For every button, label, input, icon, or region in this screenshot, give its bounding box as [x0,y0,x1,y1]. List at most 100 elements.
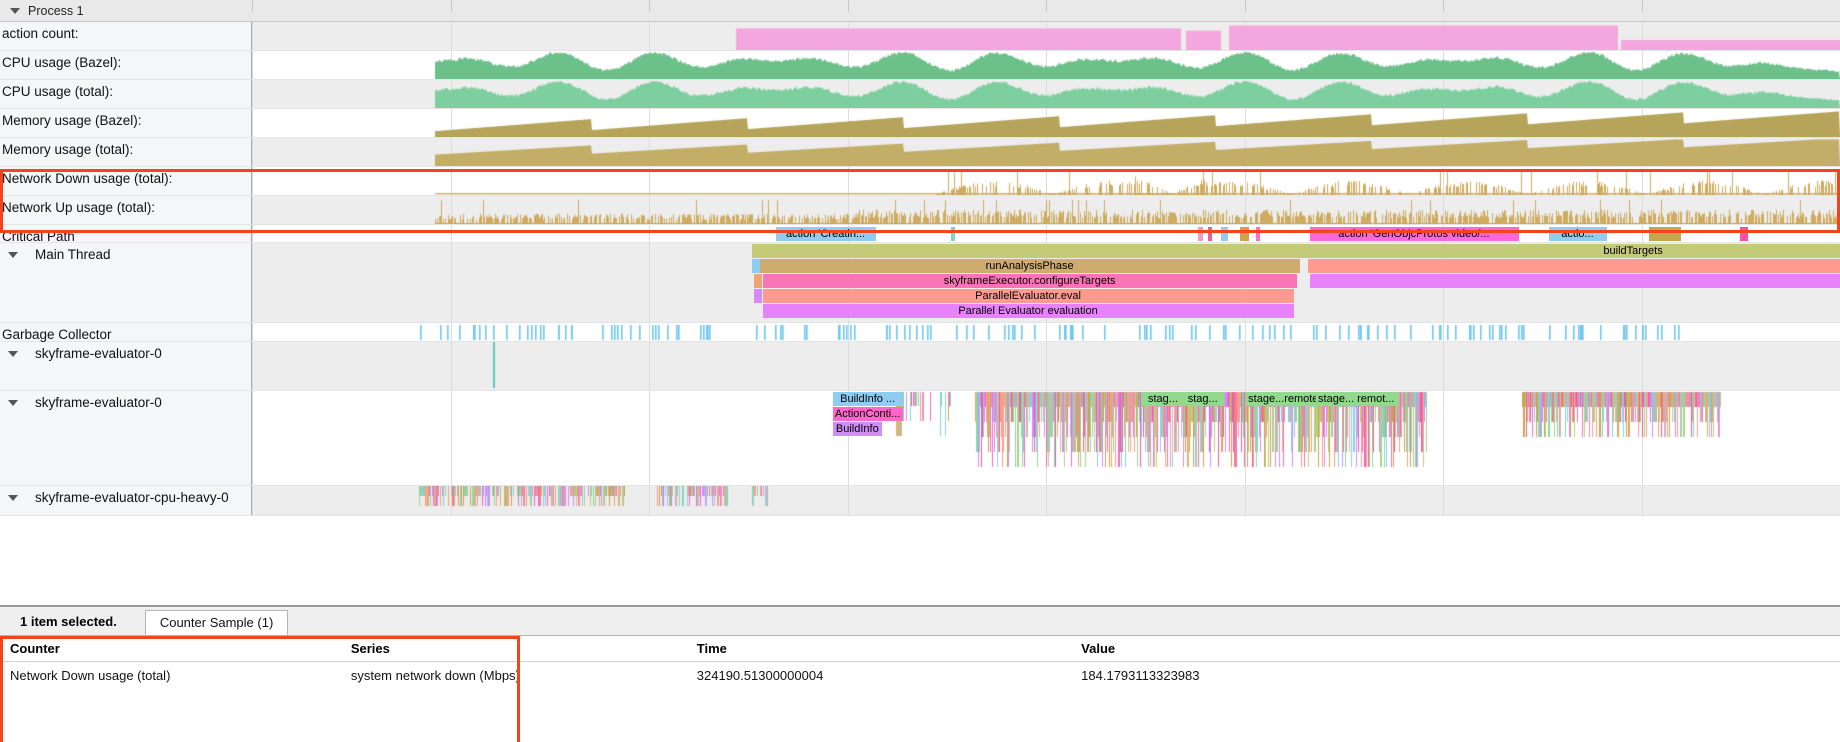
critical-path-slice[interactable] [1739,227,1748,241]
track-content-skyframe-evaluator-cpu-heavy-0[interactable] [252,486,1840,515]
flame-block[interactable]: ActionConti... [833,407,904,421]
selection-status: 1 item selected. [20,614,117,629]
track-label-critical-path[interactable]: Critical Path [0,225,252,244]
flame-block[interactable]: ParallelEvaluator.eval [1308,259,1840,273]
track-label-action-count[interactable]: action count: [0,22,252,50]
flame-block[interactable]: stag... [1141,392,1186,406]
track-label-skyframe-evaluator-0-b[interactable]: skyframe-evaluator-0 [0,391,252,485]
flame-block[interactable]: Parallel Evaluator evaluation [763,304,1294,318]
process-header[interactable]: Process 1 [0,0,1840,22]
sparse-marks[interactable] [252,342,1840,390]
chevron-down-icon[interactable] [10,7,20,14]
flame-block[interactable]: BuildInfo [833,422,883,436]
track-row-cpu-usage-total[interactable]: CPU usage (total): [0,80,1840,109]
track-label-cpu-usage-bazel[interactable]: CPU usage (Bazel): [0,51,252,79]
header-tick-marks [252,0,1840,22]
critical-path-slice[interactable] [1239,227,1250,241]
critical-path-slice[interactable]: actio... [1549,227,1607,241]
column-header-counter[interactable]: Counter [0,636,341,662]
flame-block[interactable] [753,274,762,288]
track-row-cpu-usage-bazel[interactable]: CPU usage (Bazel): [0,51,1840,80]
gc-tick-marks[interactable] [252,323,1840,341]
track-row-action-count[interactable]: action count: [0,22,1840,51]
critical-path-slice[interactable] [1255,227,1261,241]
track-content-network-down-total[interactable] [252,167,1840,195]
track-content-cpu-usage-total[interactable] [252,80,1840,108]
track-label-text: skyframe-evaluator-0 [35,395,162,410]
counter-sample-table: Counter Series Time Value Network Down u… [0,636,1840,689]
counter-graph[interactable] [252,80,1840,108]
flame-block[interactable]: stage... [1315,392,1358,406]
track-row-network-down-total[interactable]: Network Down usage (total): [0,167,1840,196]
track-label-memory-usage-total[interactable]: Memory usage (total): [0,138,252,166]
track-row-memory-usage-total[interactable]: Memory usage (total): [0,138,1840,167]
track-label-network-up-total[interactable]: Network Up usage (total): [0,196,252,224]
critical-path-slice[interactable] [950,227,955,241]
flame-block[interactable]: BuildInfo ... [833,392,904,406]
flame-block[interactable]: stag... [1182,392,1224,406]
track-label-text: Garbage Collector [2,327,112,342]
track-content-garbage-collector[interactable] [252,323,1840,341]
track-row-skyframe-evaluator-0-b[interactable]: skyframe-evaluator-0 BuildInfo ... ActionC… [0,391,1840,486]
tab-counter-sample[interactable]: Counter Sample (1) [144,610,289,635]
critical-path-slice[interactable] [1198,227,1204,241]
critical-path-slice[interactable] [1220,227,1228,241]
critical-path-slice[interactable] [1207,227,1212,241]
flame-block[interactable]: Parallel Evaluator evaluation [1309,274,1840,288]
dense-flame-strips[interactable] [252,391,1840,485]
track-label-network-down-total[interactable]: Network Down usage (total): [0,167,252,195]
counter-graph[interactable] [252,167,1840,195]
flame-block[interactable]: buildTargets [752,244,1840,258]
chevron-down-icon[interactable] [8,252,18,258]
flame-block[interactable]: remot... [1354,392,1399,406]
column-header-value[interactable]: Value [1071,636,1840,662]
chevron-down-icon[interactable] [8,351,18,357]
critical-path-slice[interactable]: action 'GenObjcProtos video/... [1309,227,1520,241]
chevron-down-icon[interactable] [8,400,18,406]
counter-graph[interactable] [252,196,1840,224]
track-label-skyframe-evaluator-cpu-heavy-0[interactable]: skyframe-evaluator-cpu-heavy-0 [0,486,252,515]
track-row-skyframe-evaluator-cpu-heavy-0[interactable]: skyframe-evaluator-cpu-heavy-0 [0,486,1840,516]
column-header-series[interactable]: Series [340,636,687,662]
track-label-skyframe-evaluator-0-a[interactable]: skyframe-evaluator-0 [0,342,252,390]
table-row[interactable]: Network Down usage (total) system network… [0,662,1840,690]
flame-block[interactable]: ParallelEvaluator.eval [763,289,1294,303]
flame-block[interactable] [752,259,761,273]
timeline-tracks[interactable]: action count: CPU usage (Bazel): CPU usage… [0,22,1840,605]
track-row-garbage-collector[interactable]: Garbage Collector [0,323,1840,342]
track-content-memory-usage-total[interactable] [252,138,1840,166]
track-content-skyframe-evaluator-0-a[interactable] [252,342,1840,390]
track-content-memory-usage-bazel[interactable] [252,109,1840,137]
flame-block[interactable]: stage... [1246,392,1288,406]
burst-flame-strips[interactable] [252,486,1840,515]
track-row-skyframe-evaluator-0-a[interactable]: skyframe-evaluator-0 [0,342,1840,391]
track-row-network-up-total[interactable]: Network Up usage (total): [0,196,1840,225]
track-label-memory-usage-bazel[interactable]: Memory usage (Bazel): [0,109,252,137]
flame-block[interactable]: skyframeExecutor.configureTargets [763,274,1297,288]
track-label-text: action count: [2,26,79,41]
track-label-garbage-collector[interactable]: Garbage Collector [0,323,252,342]
track-label-cpu-usage-total[interactable]: CPU usage (total): [0,80,252,108]
counter-graph[interactable] [252,138,1840,166]
track-row-memory-usage-bazel[interactable]: Memory usage (Bazel): [0,109,1840,138]
track-content-network-up-total[interactable] [252,196,1840,224]
column-header-time[interactable]: Time [686,636,1072,662]
track-label-main-thread[interactable]: Main Thread [0,243,252,322]
table-cell-counter: Network Down usage (total) [10,668,171,683]
track-row-critical-path[interactable]: Critical Path action 'Creatin... action 'G… [0,225,1840,244]
counter-graph[interactable] [252,22,1840,50]
counter-graph[interactable] [252,51,1840,79]
chevron-down-icon[interactable] [8,495,18,501]
track-content-skyframe-evaluator-0-b[interactable]: BuildInfo ... ActionConti... BuildInfo stag… [252,391,1840,485]
flame-block[interactable] [753,289,762,303]
flame-block[interactable]: runAnalysisPhase [760,259,1301,273]
flame-block[interactable]: remote... [1284,392,1326,406]
critical-path-slice[interactable] [1649,227,1682,241]
track-content-action-count[interactable] [252,22,1840,50]
counter-graph[interactable] [252,109,1840,137]
track-content-cpu-usage-bazel[interactable] [252,51,1840,79]
track-content-critical-path[interactable]: action 'Creatin... action 'GenObjcProtos … [252,225,1840,242]
critical-path-slice[interactable]: action 'Creatin... [776,227,877,241]
